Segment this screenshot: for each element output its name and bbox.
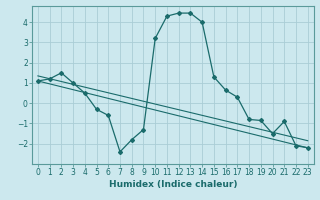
X-axis label: Humidex (Indice chaleur): Humidex (Indice chaleur) [108,180,237,189]
